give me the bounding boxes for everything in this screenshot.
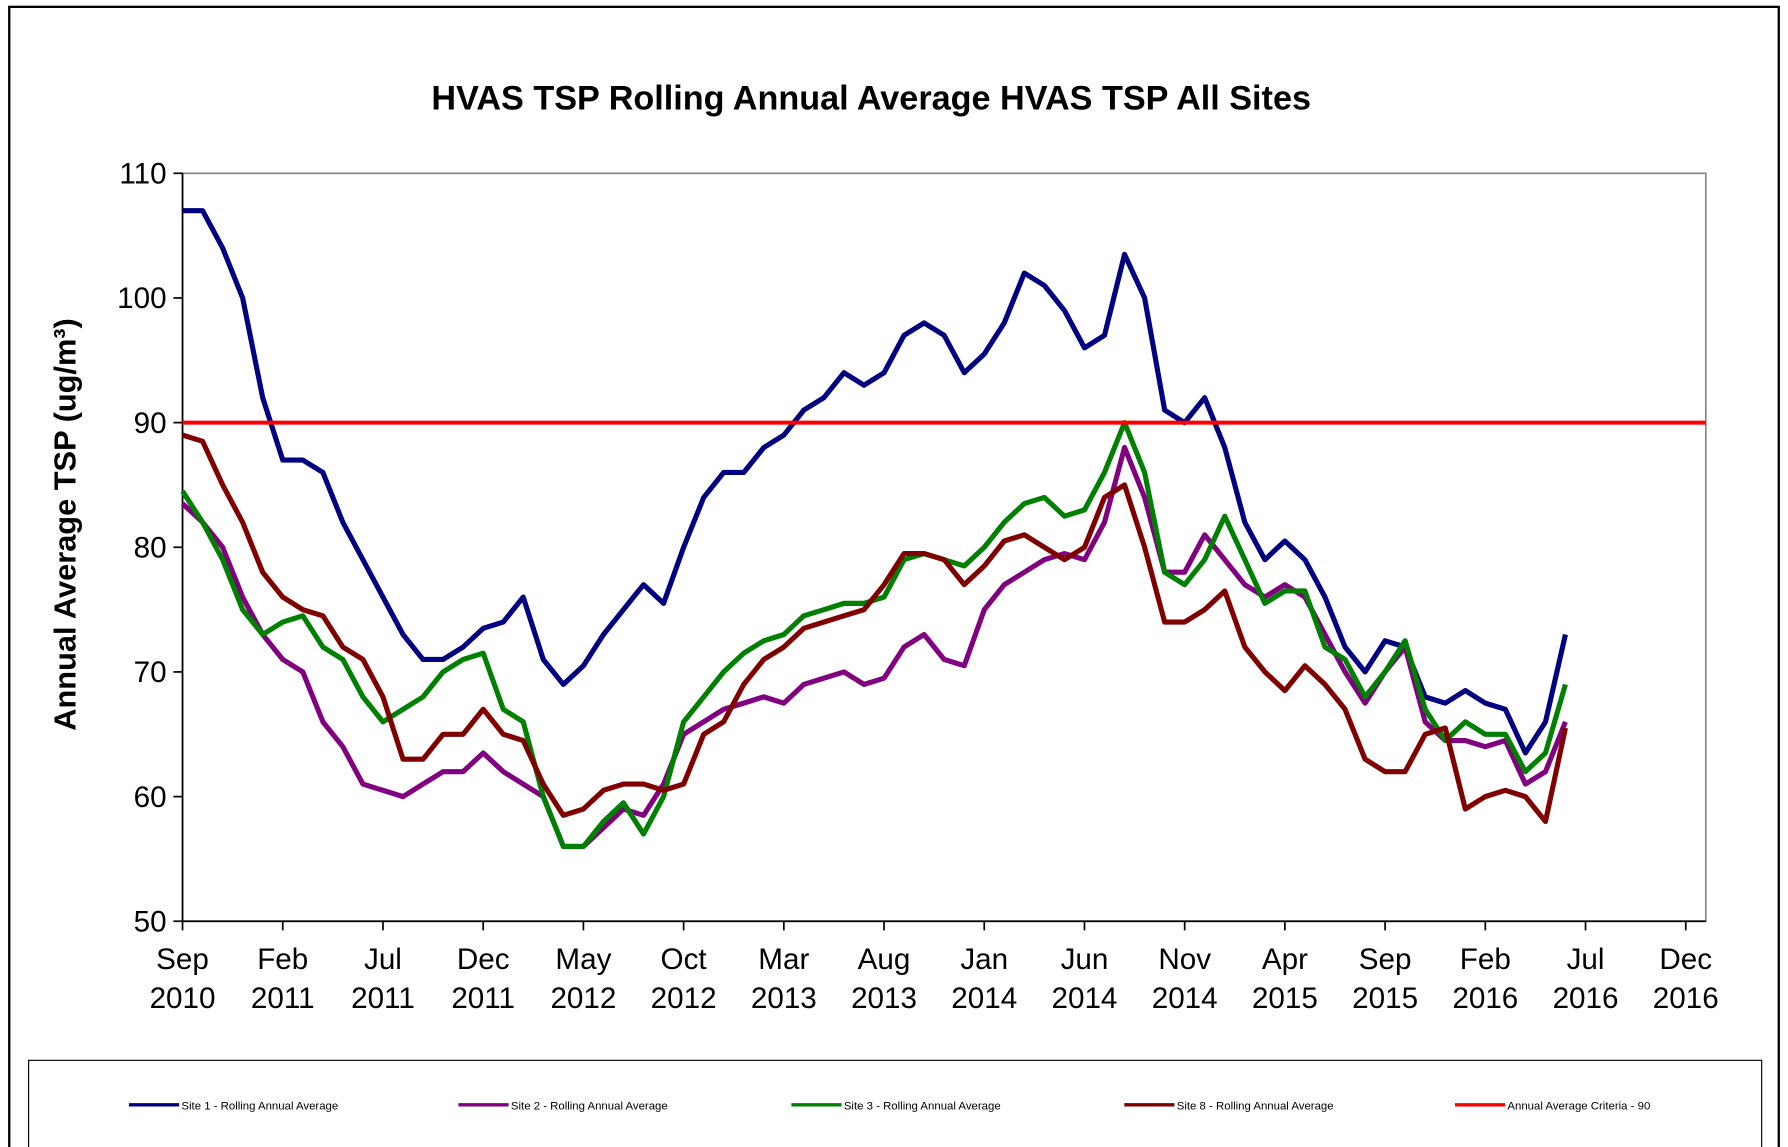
- x-tick-label: Sep 2010: [150, 943, 216, 1015]
- x-tick-label: Oct 2012: [651, 943, 717, 1015]
- legend-label: Site 8 - Rolling Annual Average: [1177, 1100, 1334, 1112]
- y-tick-label: 60: [134, 781, 167, 814]
- chart-title: HVAS TSP Rolling Annual Average HVAS TSP…: [431, 79, 1311, 117]
- x-tick-label: Aug 2013: [851, 943, 917, 1015]
- legend-label: Annual Average Criteria - 90: [1507, 1100, 1650, 1112]
- y-tick-label: 90: [134, 407, 167, 440]
- x-tick-label: Feb 2016: [1452, 943, 1518, 1015]
- legend-label: Site 2 - Rolling Annual Average: [511, 1100, 668, 1112]
- x-tick-label: Jan 2014: [951, 943, 1017, 1015]
- legend-label: Site 1 - Rolling Annual Average: [181, 1100, 338, 1112]
- x-tick-label: Nov 2014: [1152, 943, 1218, 1015]
- y-tick-label: 50: [134, 906, 167, 939]
- y-tick-label: 80: [134, 532, 167, 565]
- y-axis-label: Annual Average TSP (ug/m³): [47, 318, 82, 731]
- y-tick-label: 70: [134, 656, 167, 689]
- x-tick-label: Jun 2014: [1052, 943, 1118, 1015]
- x-tick-label: Apr 2015: [1252, 943, 1318, 1015]
- x-tick-label: Mar 2013: [751, 943, 817, 1015]
- x-tick-label: Jul 2016: [1553, 943, 1619, 1015]
- x-tick-label: Dec 2016: [1653, 943, 1719, 1015]
- x-tick-label: Sep 2015: [1352, 943, 1418, 1015]
- series-line: [182, 208, 1568, 756]
- x-tick-label: May 2012: [550, 943, 616, 1015]
- y-tick-label: 100: [117, 282, 166, 315]
- y-tick-label: 110: [119, 158, 166, 191]
- x-tick-label: Dec 2011: [451, 943, 515, 1015]
- x-tick-label: Jul 2011: [351, 943, 415, 1015]
- x-tick-label: Feb 2011: [251, 943, 315, 1015]
- legend-label: Site 3 - Rolling Annual Average: [844, 1100, 1001, 1112]
- series-line: [181, 432, 1568, 825]
